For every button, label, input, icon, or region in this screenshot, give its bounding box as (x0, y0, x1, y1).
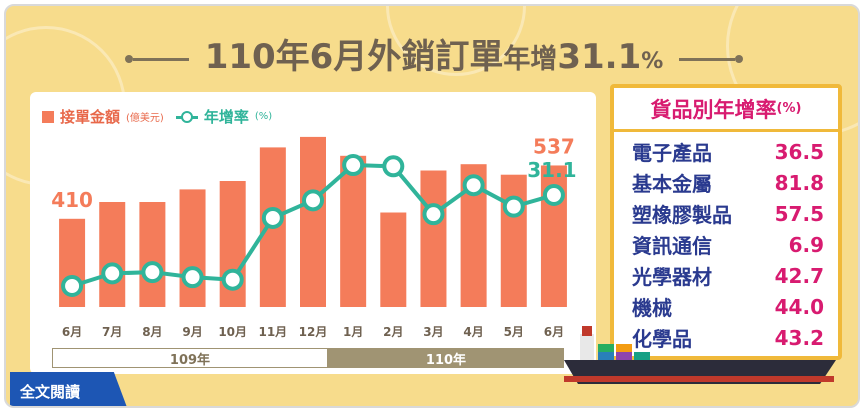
bar-order-value (300, 136, 326, 307)
x-tick-label: 2月 (383, 325, 403, 339)
table-title-unit: (%) (776, 101, 802, 116)
table-row: 機械 44.0 (632, 291, 824, 322)
title-text: 110年6月外銷訂單年增31.1% (205, 37, 664, 82)
table-title: 貨品別年增率 (%) (614, 88, 838, 132)
bar-order-value (380, 212, 407, 307)
title-main: 110年6月外銷訂單 (204, 36, 504, 77)
page-title: 110年6月外銷訂單年增31.1% (6, 34, 858, 84)
x-tick-label: 4月 (463, 325, 483, 339)
table-row: 基本金屬 81.8 (632, 167, 824, 198)
line-point-growth-rate (422, 203, 445, 226)
table-row-value: 36.5 (774, 139, 824, 164)
title-decoration-right (679, 55, 744, 63)
line-point-growth-rate (181, 266, 204, 289)
title-sub: 年增 (503, 43, 558, 75)
x-tick-label: 1月 (343, 325, 363, 339)
line-point-growth-rate (342, 154, 365, 177)
chart-panel: 接單金額 (億美元) 年增率 (%) 6月 7月 8月 9月 10月 11月 12月 1月 2月 3月… (30, 92, 596, 374)
line-point-growth-rate (61, 275, 84, 297)
table-rows: 電子產品 36.5 基本金屬 81.8 塑橡膠製品 57.5 資訊通信 6.9 光學器材 42.7… (614, 132, 838, 353)
table-row-category: 光學器材 (632, 265, 712, 289)
line-point-growth-rate (502, 195, 525, 218)
bar-order-value (340, 155, 367, 307)
infographic-frame: 110年6月外銷訂單年增31.1% 接單金額 (億美元) 年增率 (%) 6月 7月 8… (4, 4, 860, 408)
legend-bar-swatch (42, 110, 54, 123)
table-row-category: 化學品 (632, 327, 692, 351)
table-row-value: 44.0 (774, 294, 824, 319)
legend-line-unit: (%) (254, 111, 273, 122)
x-tick-label: 3月 (423, 325, 443, 339)
table-row-value: 42.7 (774, 263, 824, 288)
x-tick-label: 6月 (62, 325, 82, 339)
line-point-growth-rate (101, 262, 124, 285)
table-row-value: 6.9 (788, 232, 824, 257)
table-row: 化學品 43.2 (632, 322, 824, 353)
table-row-category: 電子產品 (632, 141, 712, 165)
table-row: 光學器材 42.7 (632, 260, 824, 291)
full-text-button[interactable]: 全文閱讀 (10, 372, 128, 406)
chart-legend: 接單金額 (億美元) 年增率 (%) (42, 106, 272, 127)
x-tick-label: 5月 (504, 325, 524, 339)
legend-line-swatch (175, 110, 198, 124)
table-row-value: 57.5 (774, 201, 824, 226)
bar-order-value (139, 202, 166, 307)
data-label: 31.1 (527, 158, 576, 182)
table-row-category: 基本金屬 (632, 172, 712, 196)
table-row-category: 資訊通信 (632, 234, 712, 258)
table-row-value: 43.2 (774, 325, 824, 350)
x-tick-label: 9月 (182, 325, 202, 339)
data-label: 410 (51, 188, 93, 212)
line-point-growth-rate (542, 184, 565, 207)
legend-bar-unit: (億美元) (126, 113, 164, 124)
x-tick-label: 6月 (544, 325, 564, 339)
title-percent: % (641, 48, 664, 74)
year-group-110: 110年 (328, 348, 564, 368)
legend-bar-label: 接單金額 (60, 108, 121, 126)
bar-order-value (99, 202, 126, 307)
x-tick-label: 7月 (102, 325, 122, 339)
cargo-ship-icon (564, 326, 836, 384)
table-row-value: 81.8 (774, 170, 824, 195)
bar-order-value (179, 189, 206, 307)
line-point-growth-rate (261, 206, 284, 229)
x-tick-label: 8月 (142, 325, 162, 339)
table-row: 資訊通信 6.9 (632, 229, 824, 260)
bar-order-value (500, 174, 527, 307)
x-tick-label: 11月 (258, 325, 287, 339)
x-tick-label: 10月 (218, 325, 247, 339)
table-title-text: 貨品別年增率 (650, 97, 777, 122)
category-growth-table: 貨品別年增率 (%) 電子產品 36.5 基本金屬 81.8 塑橡膠製品 57.5 資訊通信 6… (610, 84, 842, 360)
table-row-category: 機械 (632, 296, 672, 320)
data-label: 537 (533, 134, 575, 158)
line-point-growth-rate (462, 174, 485, 197)
title-value: 31.1 (557, 36, 642, 77)
table-row: 電子產品 36.5 (632, 136, 824, 167)
line-point-growth-rate (382, 155, 405, 178)
line-point-growth-rate (141, 261, 164, 284)
legend-line-label: 年增率 (203, 108, 249, 126)
title-decoration-left (124, 55, 189, 63)
table-row: 塑橡膠製品 57.5 (632, 198, 824, 229)
line-point-growth-rate (302, 189, 324, 212)
year-group-109: 109年 (52, 348, 328, 368)
x-tick-label: 12月 (299, 325, 328, 339)
line-point-growth-rate (221, 268, 244, 291)
bar-order-value (420, 170, 447, 307)
table-row-category: 塑橡膠製品 (632, 203, 732, 227)
